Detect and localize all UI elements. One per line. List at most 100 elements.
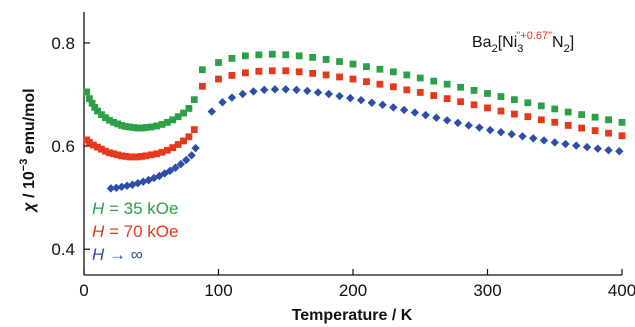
x-tick-label: 200 bbox=[339, 281, 367, 300]
data-point bbox=[442, 116, 452, 125]
data-point bbox=[126, 123, 134, 131]
data-point bbox=[85, 95, 93, 103]
data-point bbox=[309, 69, 317, 77]
data-point bbox=[309, 53, 317, 61]
data-point bbox=[399, 105, 409, 115]
data-point bbox=[215, 75, 222, 83]
data-point bbox=[110, 118, 117, 126]
data-point bbox=[165, 166, 175, 176]
data-point bbox=[322, 71, 330, 79]
data-point bbox=[593, 144, 602, 153]
data-point bbox=[507, 130, 516, 139]
data-point bbox=[551, 118, 559, 126]
data-point bbox=[228, 72, 236, 79]
data-point bbox=[363, 63, 370, 71]
data-point bbox=[475, 123, 484, 132]
data-point bbox=[110, 150, 117, 158]
data-point bbox=[604, 146, 613, 155]
data-point bbox=[130, 153, 138, 161]
data-point bbox=[158, 148, 166, 156]
data-point bbox=[281, 85, 290, 94]
data-point bbox=[496, 127, 506, 137]
data-point bbox=[313, 88, 323, 97]
data-point bbox=[518, 132, 527, 141]
data-point bbox=[432, 113, 441, 122]
data-point bbox=[174, 141, 182, 148]
data-point bbox=[464, 121, 473, 130]
data-point bbox=[582, 142, 592, 152]
data-point bbox=[349, 60, 357, 68]
data-point bbox=[207, 107, 216, 116]
data-point bbox=[591, 127, 599, 135]
data-point bbox=[443, 80, 451, 88]
y-axis-title-scale: / 10 bbox=[21, 171, 38, 202]
data-point bbox=[102, 147, 109, 155]
data-point bbox=[346, 93, 355, 103]
data-point bbox=[550, 138, 559, 147]
data-point bbox=[457, 98, 464, 106]
data-point bbox=[98, 145, 105, 153]
y-axis-title-unit: emu/mol bbox=[21, 88, 38, 158]
data-point bbox=[282, 67, 290, 75]
data-point bbox=[268, 50, 276, 58]
data-point bbox=[112, 183, 121, 193]
data-point bbox=[524, 113, 532, 121]
data-point bbox=[130, 124, 138, 131]
data-point bbox=[228, 55, 236, 62]
data-point bbox=[190, 96, 198, 104]
data-point bbox=[268, 67, 276, 75]
legend-rest-infinity: → ∞ bbox=[104, 245, 143, 264]
formula-open: [Ni bbox=[498, 34, 518, 51]
formula-sup-ni: "+0.67" bbox=[516, 30, 552, 42]
legend-rest-70koe: = 70 kOe bbox=[104, 222, 178, 241]
data-series-layer bbox=[83, 50, 626, 193]
data-point bbox=[185, 133, 193, 141]
data-point bbox=[564, 108, 572, 116]
formula-sub-n: 2 bbox=[564, 43, 570, 55]
data-point bbox=[138, 152, 146, 160]
data-point bbox=[470, 101, 478, 109]
data-point bbox=[303, 86, 312, 96]
data-point bbox=[605, 129, 612, 137]
x-axis-title: Temperature / K bbox=[292, 307, 413, 324]
x-tick-label: 400 bbox=[608, 281, 635, 300]
data-point bbox=[349, 75, 357, 83]
formula-sub-ba: 2 bbox=[492, 43, 498, 55]
legend-rest-35koe: = 35 kOe bbox=[104, 199, 178, 218]
data-point bbox=[134, 124, 142, 132]
data-point bbox=[336, 58, 343, 65]
data-point bbox=[336, 73, 343, 81]
formula-base: Ba bbox=[472, 34, 492, 51]
data-point bbox=[497, 107, 505, 115]
legend-var-infinity: H bbox=[92, 245, 105, 264]
data-point bbox=[117, 182, 126, 192]
data-point bbox=[578, 111, 586, 119]
x-tick-label: 0 bbox=[79, 281, 88, 300]
legend-entry-35koe: H = 35 kOe bbox=[92, 199, 178, 218]
data-point bbox=[403, 86, 411, 94]
data-point bbox=[106, 149, 113, 157]
data-point bbox=[163, 118, 171, 126]
data-point bbox=[378, 100, 387, 110]
data-point bbox=[126, 153, 134, 161]
data-point bbox=[185, 105, 193, 112]
legend-var-70koe: H bbox=[92, 222, 105, 241]
data-point bbox=[564, 122, 572, 129]
data-point bbox=[182, 155, 191, 165]
data-point bbox=[90, 141, 97, 149]
y-axis-title-exponent: −3 bbox=[18, 159, 30, 172]
y-tick-label: 0.8 bbox=[51, 34, 75, 53]
data-point bbox=[198, 66, 206, 74]
data-point bbox=[470, 86, 478, 94]
y-tick-label: 0.6 bbox=[51, 137, 75, 156]
data-point bbox=[114, 120, 122, 128]
data-point bbox=[539, 136, 549, 145]
data-point bbox=[295, 68, 303, 76]
data-point bbox=[94, 143, 101, 151]
data-point bbox=[324, 89, 333, 99]
legend-entry-70koe: H = 70 kOe bbox=[92, 222, 178, 241]
data-point bbox=[605, 116, 612, 124]
data-point bbox=[389, 68, 397, 76]
data-point bbox=[484, 90, 491, 97]
